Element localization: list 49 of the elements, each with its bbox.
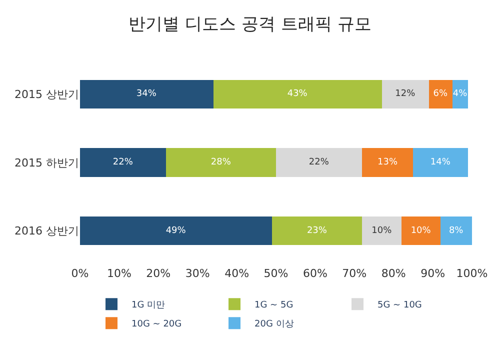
bar (276, 148, 362, 177)
data-label: 14% (430, 158, 451, 168)
bar (440, 216, 472, 246)
legend-label: 1G ~ 5G (254, 300, 294, 311)
data-label: 4% (452, 89, 468, 100)
bar (362, 216, 402, 246)
legend-label: 5G ~ 10G (378, 300, 422, 311)
legend-label: 1G 미만 (132, 300, 166, 311)
y-tick-label: 2015 하반기 (14, 156, 79, 170)
data-label: 10% (410, 226, 432, 236)
data-label: 22% (112, 158, 134, 168)
bar (413, 148, 468, 177)
legend-label: 10G ~ 20G (132, 320, 182, 330)
bar (428, 80, 452, 109)
bar (213, 80, 382, 109)
x-tick-label: 90% (420, 267, 446, 280)
data-label: 6% (433, 89, 448, 100)
x-tick-label: 20% (146, 267, 171, 280)
legend-label: 20G 이상 (254, 320, 294, 330)
bar (80, 148, 166, 177)
x-tick-label: 100% (456, 267, 488, 280)
x-tick-label: 70% (342, 267, 367, 280)
x-tick-label: 50% (264, 267, 288, 280)
bar (362, 148, 414, 177)
x-tick-label: 30% (185, 267, 210, 280)
data-label: 22% (308, 158, 330, 168)
x-tick-label: 40% (224, 267, 250, 280)
data-label: 43% (287, 89, 308, 100)
bar (80, 80, 214, 109)
data-label: 8% (448, 226, 464, 236)
bar (80, 216, 272, 246)
bar (166, 148, 276, 177)
chart-title: 반기별 디도스 공격 트래픽 규모 (128, 14, 372, 34)
x-tick-label: 80% (381, 267, 406, 280)
x-tick-label: 60% (302, 267, 328, 280)
data-label: 49% (166, 226, 186, 236)
data-label: 34% (136, 89, 157, 100)
data-label: 28% (210, 158, 232, 168)
data-label: 10% (372, 226, 392, 236)
bar (401, 216, 441, 246)
data-label: 23% (306, 226, 328, 236)
bar (382, 80, 429, 109)
x-tick-label: 10% (106, 267, 132, 280)
x-tick-label: 0% (71, 267, 89, 280)
y-tick-label: 2015 상반기 (14, 88, 79, 102)
y-tick-label: 2016 상반기 (14, 224, 79, 238)
data-label: 13% (377, 158, 398, 168)
bar (272, 216, 362, 246)
data-label: 12% (395, 89, 416, 100)
